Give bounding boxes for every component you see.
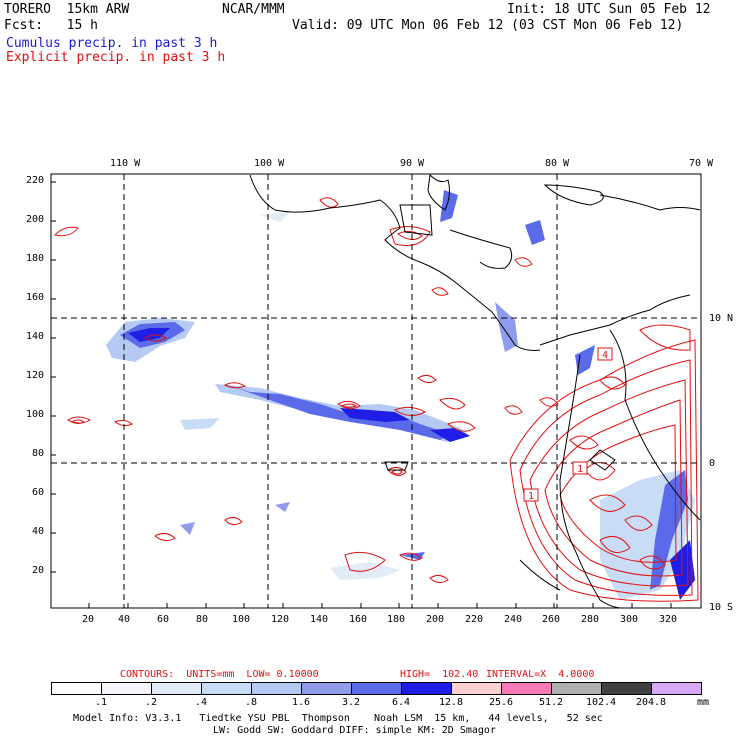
colorbar-box-10 — [551, 682, 602, 695]
y-tick-140: 140 — [26, 331, 45, 342]
colorbar-box-7 — [401, 682, 452, 695]
x-tick-80: 80 — [196, 614, 209, 625]
box-label-text: 1 — [528, 491, 534, 502]
x-tick-40: 40 — [118, 614, 131, 625]
contour-label-box-1a: 1 — [572, 461, 588, 475]
colorbar-box-0 — [51, 682, 102, 695]
lat-label-10s: 10 S — [709, 602, 734, 613]
colorbar-label: 1.6 — [291, 697, 311, 708]
x-tick-160: 160 — [349, 614, 368, 625]
x-tick-240: 240 — [504, 614, 523, 625]
colorbar-box-3 — [201, 682, 252, 695]
x-tick-280: 280 — [581, 614, 600, 625]
colorbar-label: .2 — [144, 697, 158, 708]
y-tick-120: 120 — [26, 370, 45, 381]
explicit-precip-contours — [53, 197, 699, 602]
model-info: Model Info: V3.3.1 Tiedtke YSU PBL Thomp… — [73, 713, 603, 724]
colorbar-label: 204.8 — [635, 697, 667, 708]
colorbar-label: 25.6 — [488, 697, 514, 708]
cumulus-precip-label: Cumulus precip. in past 3 h — [6, 36, 218, 51]
colorbar-box-5 — [301, 682, 352, 695]
colorbar-label: 6.4 — [391, 697, 411, 708]
forecast-hour: Fcst: 15 h — [4, 18, 98, 33]
contour-info: CONTOURS: UNITS=mm LOW= 0.10000 — [120, 669, 319, 680]
org-label: NCAR/MMM — [222, 2, 285, 17]
y-tick-40: 40 — [32, 526, 45, 537]
colorbar-label: 51.2 — [538, 697, 564, 708]
colorbar-box-1 — [101, 682, 152, 695]
box-label-text: 4 — [602, 350, 608, 361]
x-tick-300: 300 — [620, 614, 639, 625]
y-tick-80: 80 — [32, 448, 45, 459]
coastlines — [249, 173, 701, 609]
x-tick-320: 320 — [659, 614, 678, 625]
x-tick-20: 20 — [82, 614, 95, 625]
x-tick-220: 220 — [465, 614, 484, 625]
lat-label-0: 0 — [709, 458, 716, 469]
colorbar-box-4 — [251, 682, 302, 695]
y-tick-160: 160 — [26, 292, 45, 303]
y-tick-220: 220 — [26, 175, 45, 186]
colorbar-box-6 — [351, 682, 402, 695]
colorbar-box-2 — [151, 682, 202, 695]
map-frame — [50, 173, 702, 609]
y-tick-20: 20 — [32, 565, 45, 576]
y-tick-180: 180 — [26, 253, 45, 264]
colorbar-box-9 — [501, 682, 552, 695]
x-tick-180: 180 — [387, 614, 406, 625]
contour-label-box-4: 4 — [597, 347, 613, 361]
contour-label-box-1b: 1 — [523, 488, 539, 502]
x-tick-120: 120 — [271, 614, 290, 625]
lon-label-90w: 90 W — [400, 158, 425, 169]
physics-info: LW: Godd SW: Goddard DIFF: simple KM: 2D… — [213, 725, 496, 736]
colorbar-box-11 — [601, 682, 652, 695]
valid-time: Valid: 09 UTC Mon 06 Feb 12 (03 CST Mon … — [292, 18, 684, 33]
colorbar-label: .4 — [194, 697, 208, 708]
colorbar-box-8 — [451, 682, 502, 695]
lat-lon-grid — [51, 174, 701, 608]
explicit-precip-label: Explicit precip. in past 3 h — [6, 50, 226, 65]
colorbar-label: 3.2 — [341, 697, 361, 708]
x-tick-200: 200 — [426, 614, 445, 625]
x-tick-260: 260 — [542, 614, 561, 625]
axis-ticks — [51, 181, 672, 608]
colorbar-label: .8 — [244, 697, 258, 708]
model-title: TORERO 15km ARW — [4, 2, 130, 17]
y-tick-100: 100 — [26, 409, 45, 420]
colorbar-label: .1 — [94, 697, 108, 708]
lon-label-80w: 80 W — [545, 158, 570, 169]
contour-high: HIGH= 102.40 — [400, 669, 479, 680]
x-tick-60: 60 — [157, 614, 170, 625]
lon-label-100w: 100 W — [254, 158, 285, 169]
colorbar-box-12 — [651, 682, 702, 695]
init-time: Init: 18 UTC Sun 05 Feb 12 — [507, 2, 711, 17]
colorbar-label: 12.8 — [438, 697, 464, 708]
box-label-text: 1 — [577, 464, 583, 475]
lon-label-70w: 70 W — [689, 158, 714, 169]
colorbar-label: 102.4 — [585, 697, 617, 708]
x-tick-100: 100 — [232, 614, 251, 625]
colorbar-units: mm — [697, 697, 710, 708]
contour-interval: INTERVAL=X 4.0000 — [486, 669, 595, 680]
y-tick-60: 60 — [32, 487, 45, 498]
x-tick-140: 140 — [310, 614, 329, 625]
lat-label-10n: 10 N — [709, 313, 734, 324]
y-tick-200: 200 — [26, 214, 45, 225]
lon-label-110w: 110 W — [110, 158, 141, 169]
